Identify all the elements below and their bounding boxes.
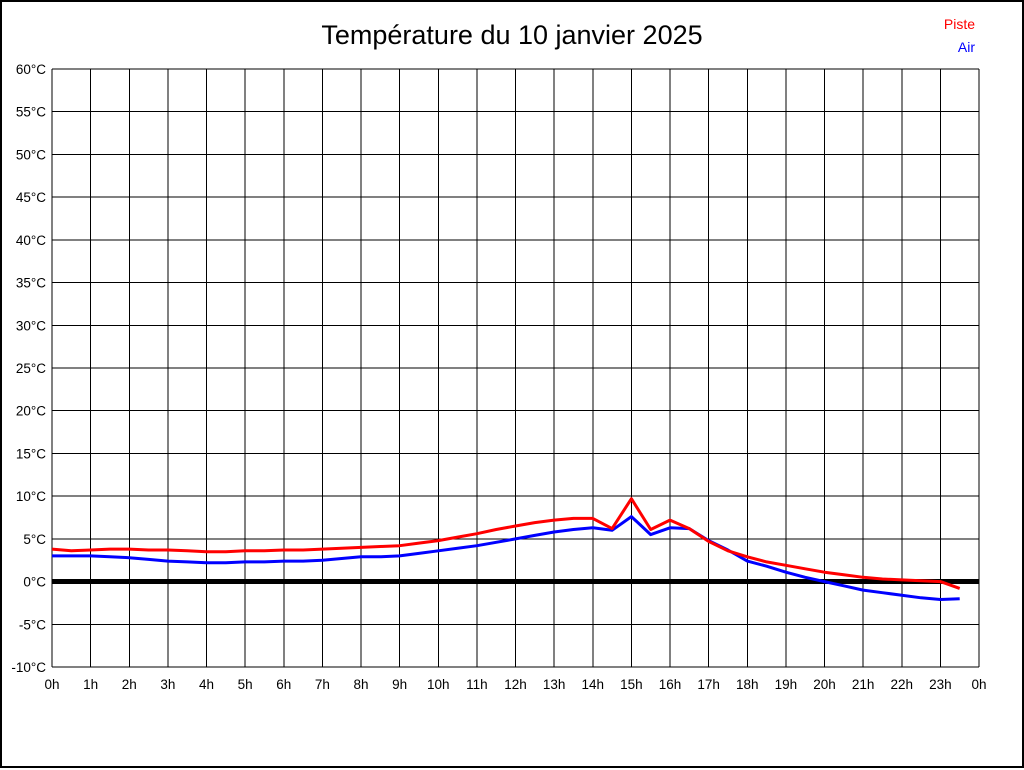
x-axis-tick-label: 14h — [581, 677, 604, 692]
y-axis-tick-label: 35°C — [16, 276, 46, 291]
y-axis-tick-label: 45°C — [16, 190, 46, 205]
x-axis-tick-label: 5h — [238, 677, 253, 692]
y-axis-tick-label: 15°C — [16, 446, 46, 461]
x-axis-tick-label: 2h — [122, 677, 137, 692]
legend-item-piste: Piste — [943, 16, 975, 32]
x-axis-tick-label: 22h — [890, 677, 913, 692]
chart-legend: Piste Air — [944, 13, 975, 59]
y-axis-tick-label: 30°C — [16, 318, 46, 333]
y-axis-tick-label: 5°C — [23, 532, 46, 547]
x-axis-tick-label: 8h — [353, 677, 368, 692]
x-axis-tick-label: 0h — [971, 677, 986, 692]
y-axis-tick-label: -10°C — [11, 660, 46, 675]
series-line-piste — [51, 497, 961, 590]
x-axis-tick-label: 13h — [543, 677, 566, 692]
y-axis-tick-label: 10°C — [16, 489, 46, 504]
x-axis-tick-label: 1h — [83, 677, 98, 692]
y-axis-tick-label: -5°C — [19, 617, 46, 632]
x-axis-tick-label: 18h — [736, 677, 759, 692]
x-axis-tick-label: 4h — [199, 677, 214, 692]
y-axis-tick-label: 55°C — [16, 105, 46, 120]
x-axis-tick-label: 21h — [852, 677, 875, 692]
series-line-air — [52, 515, 960, 601]
x-axis-tick-label: 20h — [813, 677, 836, 692]
chart-title: Température du 10 janvier 2025 — [321, 20, 703, 50]
x-axis-tick-label: 23h — [929, 677, 952, 692]
x-axis-tick-label: 15h — [620, 677, 643, 692]
y-axis-tick-label: 40°C — [16, 233, 46, 248]
x-axis-tick-label: 16h — [659, 677, 682, 692]
x-axis-tick-label: 0h — [44, 677, 59, 692]
x-axis-tick-label: 9h — [392, 677, 407, 692]
y-axis-tick-label: 50°C — [16, 147, 46, 162]
y-axis-tick-label: 0°C — [23, 575, 46, 590]
x-axis-tick-label: 7h — [315, 677, 330, 692]
y-axis-tick-label: 60°C — [16, 62, 46, 77]
legend-item-air: Air — [957, 39, 975, 55]
x-axis-tick-label: 12h — [504, 677, 527, 692]
y-axis-tick-label: 25°C — [16, 361, 46, 376]
x-axis-tick-label: 11h — [466, 677, 488, 692]
x-axis-tick-label: 19h — [775, 677, 798, 692]
y-axis-tick-label: 20°C — [16, 404, 46, 419]
x-axis-tick-label: 6h — [276, 677, 291, 692]
x-axis-tick-label: 3h — [160, 677, 175, 692]
x-axis-tick-label: 17h — [697, 677, 720, 692]
x-axis-tick-label: 10h — [427, 677, 450, 692]
